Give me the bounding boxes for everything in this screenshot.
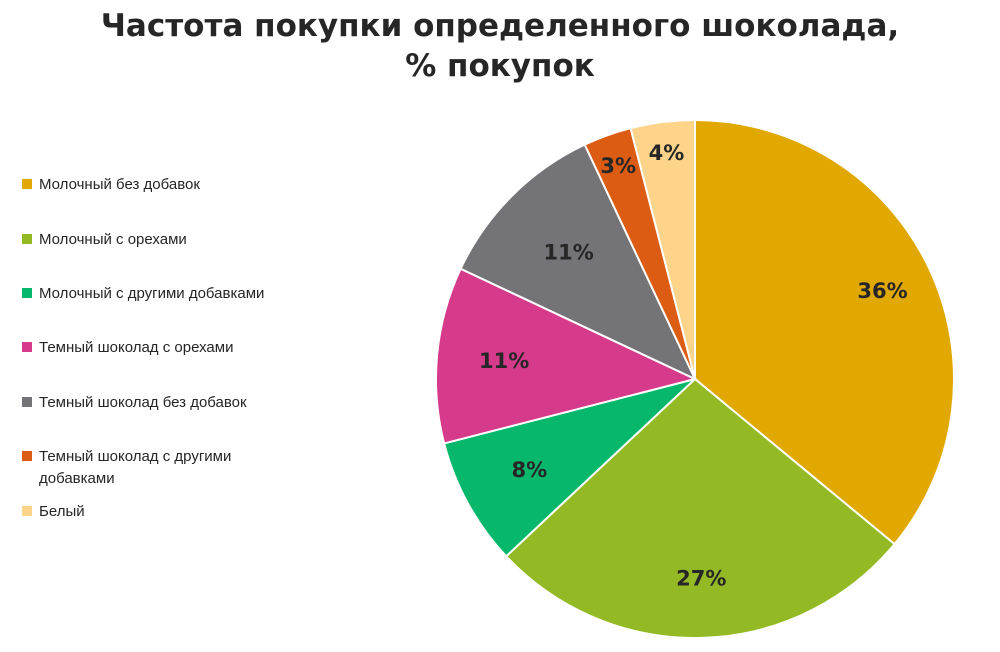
pie-slice-white: [629, 118, 696, 380]
chart-title-line-1: Частота покупки определенного шоколада,: [100, 8, 900, 44]
legend-item-dark-plain: Темный шоколад без добавок: [22, 392, 322, 414]
chart-title-line-2: % покупок: [405, 48, 595, 84]
legend-label: Темный шоколад с другими добавками: [39, 448, 232, 487]
data-label-white: 4%: [649, 141, 685, 165]
data-label-milk-other: 8%: [511, 458, 547, 482]
chart-title: Частота покупки определенного шоколада, …: [0, 6, 1000, 86]
legend-item-milk-plain: Молочный без добавок: [22, 174, 322, 196]
pie-slice-milk-nuts: [504, 377, 896, 639]
pie-slice-dark-nuts: [435, 267, 698, 445]
legend-label: Темный шоколад без добавок: [39, 394, 247, 411]
pie-slice-dark-plain: [459, 143, 698, 382]
legend-swatch: [22, 234, 32, 244]
legend-label: Молочный с другими добавками: [39, 285, 265, 302]
data-label-milk-nuts: 27%: [676, 566, 726, 590]
legend-swatch: [22, 397, 32, 407]
legend-swatch: [22, 288, 32, 298]
pie-slice-milk-other: [442, 378, 696, 558]
legend-label: Белый: [39, 503, 85, 520]
legend-item-milk-nuts: Молочный с орехами: [22, 229, 322, 251]
legend-label: Молочный с орехами: [39, 231, 187, 248]
pie-slices: [435, 118, 955, 639]
legend-item-dark-nuts: Темный шоколад с орехами: [22, 337, 322, 359]
data-label-dark-plain: 11%: [543, 241, 593, 265]
legend-label: Молочный без добавок: [39, 176, 200, 193]
pie-labels: 36% 27% 8% 11% 11% 3% 4%: [479, 141, 908, 590]
data-label-dark-nuts: 11%: [479, 349, 529, 373]
data-label-dark-other: 3%: [600, 154, 636, 178]
legend-item-dark-other: Темный шоколад с другими добавками: [22, 446, 322, 490]
legend-label: Темный шоколад с орехами: [39, 339, 234, 356]
legend-swatch: [22, 506, 32, 516]
legend-item-white: Белый: [22, 501, 322, 523]
legend-swatch: [22, 451, 32, 461]
pie-slice-milk-plain: [694, 118, 955, 546]
data-label-milk-plain: 36%: [857, 279, 907, 303]
legend-swatch: [22, 342, 32, 352]
legend-item-milk-other: Молочный с другими добавками: [22, 283, 322, 305]
legend-swatch: [22, 179, 32, 189]
